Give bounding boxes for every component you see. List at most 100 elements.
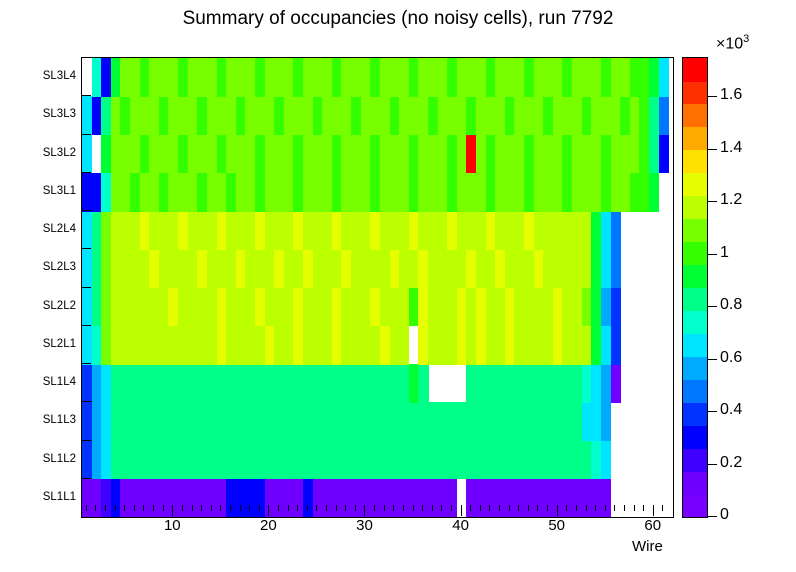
- heatmap-cells: [82, 58, 673, 517]
- heatmap-cell: [235, 478, 246, 517]
- heatmap-cell: [629, 134, 640, 174]
- x-axis-tick: [278, 505, 279, 511]
- heatmap-cell: [149, 58, 160, 97]
- heatmap-cell: [562, 440, 573, 480]
- heatmap-cell: [351, 134, 362, 174]
- heatmap-cell: [466, 211, 477, 250]
- heatmap-cell: [168, 478, 179, 517]
- heatmap-cell: [110, 58, 122, 97]
- heatmap-cell: [206, 364, 218, 403]
- x-axis-tick: [432, 505, 433, 511]
- colorbar-band: [683, 126, 707, 151]
- heatmap-cell: [351, 211, 362, 250]
- heatmap-cell: [264, 211, 275, 250]
- heatmap-cell: [533, 402, 544, 442]
- heatmap-cell: [514, 211, 525, 250]
- heatmap-cell: [168, 364, 179, 403]
- x-axis-tick: [249, 505, 250, 511]
- heatmap-cell: [178, 325, 189, 365]
- heatmap-cell: [514, 325, 525, 365]
- heatmap-cell: [476, 325, 487, 365]
- heatmap-cell: [168, 249, 179, 289]
- heatmap-cell: [226, 134, 237, 174]
- heatmap-cell: [600, 364, 612, 403]
- heatmap-cell: [130, 364, 141, 403]
- heatmap-cell: [341, 287, 352, 327]
- x-axis-tick: [105, 505, 106, 511]
- heatmap-cell: [581, 172, 592, 212]
- heatmap-cell: [110, 364, 122, 403]
- heatmap-cell: [591, 402, 602, 442]
- heatmap-cell: [216, 249, 227, 289]
- heatmap-cell: [341, 96, 352, 136]
- heatmap-cell: [322, 402, 333, 442]
- heatmap-cell: [360, 172, 371, 212]
- heatmap-cell: [543, 478, 554, 517]
- y-axis-label-sl1l3: SL1L3: [42, 414, 76, 427]
- heatmap-cell: [447, 58, 458, 97]
- heatmap-cell: [418, 96, 429, 136]
- colorbar-tick: [707, 411, 717, 412]
- heatmap-cell: [466, 96, 477, 136]
- heatmap-cell: [572, 325, 583, 365]
- heatmap-cell: [572, 58, 583, 97]
- heatmap-cell: [130, 172, 141, 212]
- heatmap-cell: [235, 364, 246, 403]
- heatmap-cell: [101, 211, 112, 250]
- x-axis-tick-label: 60: [644, 517, 662, 534]
- heatmap-cell: [82, 478, 93, 517]
- heatmap-cell: [120, 364, 131, 403]
- heatmap-cell: [533, 134, 544, 174]
- heatmap-cell: [206, 58, 218, 97]
- colorbar-band: [683, 218, 707, 243]
- heatmap-cell: [206, 402, 218, 442]
- heatmap-cell: [495, 440, 506, 480]
- heatmap-cell: [610, 249, 621, 289]
- heatmap-cell: [572, 211, 583, 250]
- heatmap-cell: [370, 440, 381, 480]
- heatmap-cell: [600, 134, 612, 174]
- heatmap-cell: [581, 249, 592, 289]
- heatmap-cell: [389, 325, 400, 365]
- heatmap-cell: [197, 478, 208, 517]
- heatmap-cell: [331, 440, 343, 480]
- colorbar-band: [683, 195, 707, 220]
- heatmap-cell: [485, 211, 496, 250]
- heatmap-cell: [293, 287, 304, 327]
- heatmap-cell: [341, 402, 352, 442]
- heatmap-cell: [158, 478, 170, 517]
- heatmap-cell: [178, 249, 189, 289]
- heatmap-cell: [485, 249, 496, 289]
- heatmap-cell: [293, 325, 304, 365]
- heatmap-cell: [552, 211, 564, 250]
- heatmap-cell: [399, 134, 410, 174]
- heatmap-cell: [389, 211, 400, 250]
- x-axis-tick: [403, 505, 404, 511]
- heatmap-cell: [168, 58, 179, 97]
- heatmap-cell: [399, 211, 410, 250]
- heatmap-cell: [216, 440, 227, 480]
- heatmap-cell: [466, 58, 477, 97]
- heatmap-cell: [351, 402, 362, 442]
- heatmap-cell: [303, 58, 314, 97]
- heatmap-cell: [139, 287, 150, 327]
- heatmap-cell: [610, 96, 621, 136]
- heatmap-cell: [360, 287, 371, 327]
- heatmap-cell: [245, 58, 256, 97]
- heatmap-cell: [178, 134, 189, 174]
- heatmap-cell: [447, 478, 458, 517]
- colorbar: [682, 57, 708, 518]
- heatmap-cell: [524, 440, 535, 480]
- heatmap-cell: [495, 211, 506, 250]
- heatmap-cell: [591, 172, 602, 212]
- heatmap-cell: [178, 58, 189, 97]
- heatmap-cell: [504, 58, 516, 97]
- x-axis-tick: [288, 505, 289, 511]
- heatmap-cell: [476, 249, 487, 289]
- heatmap-cell: [543, 402, 554, 442]
- heatmap-cell: [331, 402, 343, 442]
- heatmap-cell: [293, 249, 304, 289]
- x-axis-tick: [576, 505, 577, 511]
- heatmap-cell: [543, 58, 554, 97]
- heatmap-cell: [158, 325, 170, 365]
